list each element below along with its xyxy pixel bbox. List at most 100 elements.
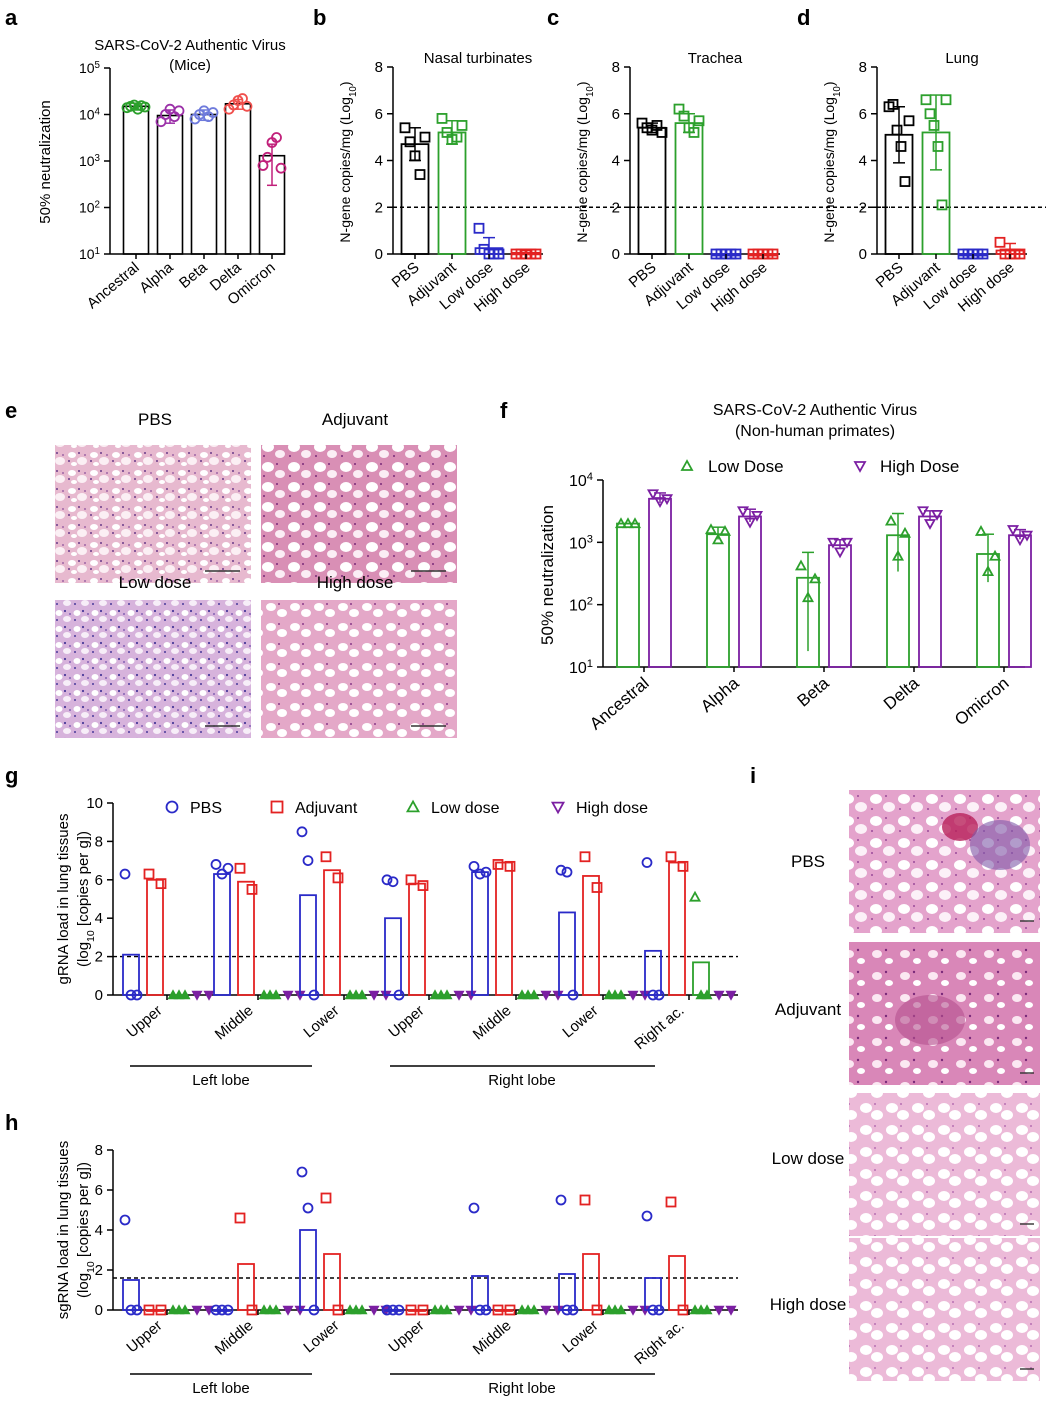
x-tick-label-g-Middle: Middle xyxy=(470,1002,515,1043)
point-h-PBS-Lower xyxy=(308,1304,320,1316)
y-tick-label-c: 8 xyxy=(612,59,620,76)
point-g-PBS-Middle xyxy=(468,860,480,872)
chart-title-f: SARS-CoV-2 Authentic Virus xyxy=(713,402,917,419)
point-f-Low Dose-Alpha xyxy=(711,533,725,545)
legend-marker-g-Low dose xyxy=(405,799,421,813)
point-h-Low dose-Lower xyxy=(356,1304,368,1315)
point-g-PBS-Upper xyxy=(387,876,399,888)
point-b-Adjuvant xyxy=(456,120,468,131)
point-g-Adjuvant-Upper xyxy=(417,880,429,891)
point-h-PBS-Right ac. xyxy=(647,1304,659,1316)
x-tick-label-g-Middle: Middle xyxy=(212,1002,257,1043)
bar-c-PBS xyxy=(637,126,667,255)
point-h-PBS-Lower xyxy=(555,1194,567,1206)
x-tick-label-f-Omicron: Omicron xyxy=(951,674,1012,730)
x-tick-label-f-Alpha: Alpha xyxy=(697,673,743,716)
y-tick-label-a: 103 xyxy=(79,153,101,170)
point-h-Adjuvant-Lower xyxy=(320,1192,332,1204)
point-a-Omicron xyxy=(271,132,282,143)
histology-image-e-High dose xyxy=(261,600,457,738)
point-g-Low dose-Lower xyxy=(615,989,627,1000)
point-f-High Dose-Alpha xyxy=(743,517,757,529)
chart-subtitle-f: (Non-human primates) xyxy=(735,423,895,440)
image-label-e-PBS: PBS xyxy=(138,410,172,429)
group-label-g-right: Right lobe xyxy=(488,1072,556,1089)
point-d-Adjuvant xyxy=(924,108,936,120)
point-g-Adjuvant-Upper xyxy=(143,868,155,880)
point-h-Adjuvant-Lower xyxy=(579,1194,591,1206)
point-h-High dose-Upper xyxy=(191,1305,203,1316)
point-g-Low dose-Lower xyxy=(356,989,368,1000)
point-h-Adjuvant-Upper xyxy=(155,1304,167,1316)
y-tick-label-a: 104 xyxy=(79,106,101,123)
x-tick-label-h-Lower: Lower xyxy=(559,1317,601,1356)
point-f-Low Dose-Beta xyxy=(801,591,815,603)
point-g-Low dose-Middle xyxy=(270,989,282,1000)
point-f-High Dose-Ancestral xyxy=(660,494,674,506)
y-tick-label-h: 4 xyxy=(95,1222,103,1239)
point-d-PBS xyxy=(891,124,903,136)
point-g-PBS-Upper xyxy=(125,989,137,1001)
point-g-PBS-Middle xyxy=(474,868,486,880)
point-h-PBS-Upper xyxy=(125,1304,137,1316)
point-f-Low Dose-Ancestral xyxy=(628,517,642,529)
point-h-PBS-Lower xyxy=(302,1202,314,1214)
bar-h-PBS-Right ac. xyxy=(644,1277,662,1311)
point-d-PBS xyxy=(899,176,911,187)
point-b-PBS xyxy=(399,122,411,134)
bar-f-High Dose-Omicron xyxy=(1008,534,1032,668)
y-tick-label-c: 2 xyxy=(612,199,620,216)
point-a-Delta xyxy=(237,93,248,104)
y-tick-label-c: 0 xyxy=(612,246,620,263)
point-f-High Dose-Omicron xyxy=(1006,525,1020,536)
x-tick-label-g-Lower: Lower xyxy=(300,1002,342,1041)
point-h-High dose-Middle xyxy=(540,1305,552,1316)
y-tick-label-b: 0 xyxy=(375,246,383,263)
point-b-PBS xyxy=(409,150,421,162)
point-h-Adjuvant-Upper xyxy=(405,1304,417,1316)
y-tick-label-a: 105 xyxy=(79,60,101,77)
point-h-PBS-Middle xyxy=(474,1304,486,1316)
y-axis-label2-g: (log10 [copies per g]) xyxy=(75,831,97,967)
point-g-Adjuvant-Middle xyxy=(246,884,258,895)
point-h-Adjuvant-Upper xyxy=(143,1304,155,1316)
point-h-Adjuvant-Middle xyxy=(504,1304,516,1316)
y-tick-label-f: 103 xyxy=(569,533,593,552)
bar-g-PBS-Lower xyxy=(558,911,576,996)
legend-marker-g-Adjuvant xyxy=(270,800,284,814)
point-g-High dose-Right ac. xyxy=(725,990,737,1001)
chart-title-b: Nasal turbinates xyxy=(424,50,532,67)
bar-a-Delta xyxy=(224,102,252,255)
point-f-Low Dose-Beta xyxy=(794,559,808,571)
y-tick-label-c: 4 xyxy=(612,153,620,170)
point-g-Adjuvant-Lower xyxy=(591,882,603,893)
point-b-Low dose xyxy=(493,248,505,260)
point-f-High Dose-Omicron xyxy=(1013,535,1027,547)
x-tick-label-f-Beta: Beta xyxy=(794,673,833,710)
y-axis-label-f: 50% neutralization xyxy=(538,505,557,645)
y-tick-label-f: 101 xyxy=(569,658,593,677)
point-b-Adjuvant xyxy=(451,131,463,143)
point-h-PBS-Upper xyxy=(381,1304,393,1316)
point-f-Low Dose-Omicron xyxy=(974,525,988,536)
image-label-i-PBS: PBS xyxy=(791,852,825,871)
bar-f-High Dose-Delta xyxy=(918,515,942,668)
x-tick-label-f-Ancestral: Ancestral xyxy=(586,674,653,734)
y-axis-label-h: sgRNA load in lung tissues xyxy=(55,1141,72,1319)
bar-g-PBS-Upper xyxy=(384,917,402,996)
point-f-High Dose-Ancestral xyxy=(646,489,660,501)
point-a-Omicron xyxy=(257,160,269,171)
point-h-High dose-Middle xyxy=(282,1305,294,1316)
point-f-Low Dose-Beta xyxy=(808,572,822,584)
group-label-h-right: Right lobe xyxy=(488,1380,556,1397)
y-tick-label-g: 2 xyxy=(95,949,103,966)
panel-label-d: d xyxy=(797,5,810,30)
y-tick-label-b: 4 xyxy=(375,153,383,170)
point-h-Adjuvant-Middle xyxy=(234,1212,246,1224)
bar-g-Adjuvant-Middle xyxy=(237,880,255,996)
legend-marker-f-low xyxy=(680,459,694,471)
point-a-Omicron xyxy=(275,162,287,174)
point-g-PBS-Lower xyxy=(302,855,314,866)
y-tick-label-h: 0 xyxy=(95,1302,103,1319)
point-h-PBS-Middle xyxy=(222,1304,234,1316)
